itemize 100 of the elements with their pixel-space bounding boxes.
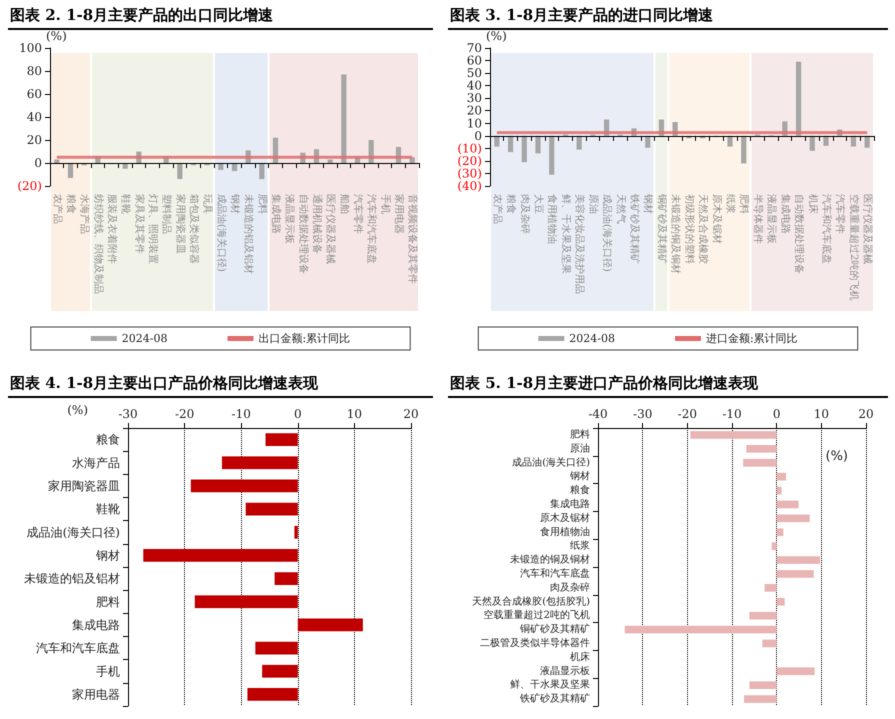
x-tick-label: 天然气 [614, 194, 627, 224]
y-tick-label: 肉及杂碎 [550, 581, 590, 594]
chart-title: 图表 5. 1-8月主要进口产品价格同比增速表现 [448, 372, 888, 398]
y-tick-label: 粮食 [96, 432, 120, 447]
legend-label: 进口金额:累计同比 [706, 332, 798, 345]
x-tick-label: 集成电路 [779, 194, 792, 234]
x-tick-label: 箱包及类似容器 [188, 194, 200, 264]
x-tick-label: 未锻造的铜及铜材 [670, 194, 682, 274]
y-tick-label: 未锻造的铝及铝材 [24, 572, 120, 586]
y-tick-label: 20 [26, 133, 42, 147]
x-tick-label: 农产品 [51, 194, 64, 224]
x-tick-label: 船舶 [338, 194, 350, 214]
y-tick-label: 纸浆 [570, 540, 590, 552]
x-tick-label: 20 [403, 407, 419, 421]
x-tick-label: 家具及其零件 [133, 194, 146, 254]
y-tick-label: 机床 [570, 650, 590, 663]
x-tick-label: -40 [588, 407, 608, 421]
y-tick-label: 肥料 [96, 594, 120, 609]
y-tick-label: 80 [26, 64, 42, 78]
y-tick-label: 20 [466, 104, 482, 118]
y-tick-label: (40) [457, 179, 482, 193]
y-tick-label: 成品油(海关口径) [26, 525, 120, 540]
x-tick-label: 20 [858, 407, 874, 421]
y-tick-label: 食用植物油 [540, 526, 590, 538]
x-tick-label: 自动数据处理设备 [793, 194, 806, 274]
x-tick-label: 0 [772, 407, 780, 421]
x-tick-label: 医疗仪器及器械 [324, 194, 337, 264]
x-tick-label: 自动数据处理设备 [297, 194, 310, 274]
y-tick-label: 70 [466, 41, 482, 55]
x-tick-label: -30 [633, 407, 652, 421]
x-tick-label: 纸浆 [724, 194, 736, 214]
x-tick-label: 液晶显示板 [284, 194, 296, 244]
y-tick-label: 0 [474, 128, 482, 143]
y-tick-label: 30 [466, 91, 482, 106]
x-tick-label: 农产品 [491, 194, 504, 224]
x-tick-label: 家用陶瓷器皿 [174, 194, 186, 254]
y-tick-label: 成品油(海关口径) [512, 456, 590, 468]
x-tick-label: 灯具、照明装置 [147, 194, 159, 264]
y-tick-label: 汽车和汽车底盘 [520, 567, 590, 580]
y-tick-label: (20) [457, 154, 482, 168]
y-tick-label: 10 [466, 116, 482, 130]
y-tick-label: 空载重量超过2吨的飞机 [484, 609, 590, 622]
x-tick-label: -10 [722, 407, 742, 421]
y-tick-label: 集成电路 [72, 618, 120, 632]
x-tick-label: 成品油(海关口径) [215, 194, 228, 272]
y-tick-label: 集成电路 [550, 498, 590, 510]
legend-label: 出口金额:累计同比 [258, 332, 350, 345]
chart-title: 图表 3. 1-8月主要产品的进口同比增速 [448, 4, 888, 30]
legend-label: 2024-08 [569, 332, 616, 345]
x-tick-label: 纺织纱线、织物及制品 [92, 194, 104, 294]
y-tick-label: 0 [34, 156, 42, 170]
y-tick-label: (20) [17, 179, 42, 193]
legend-label: 2024-08 [122, 332, 168, 345]
x-tick-label: 汽车和汽车底盘 [366, 194, 378, 264]
x-tick-label: 汽车零件 [352, 194, 364, 234]
x-tick-label: 天然及合成橡胶 [697, 194, 710, 264]
x-tick-label: -10 [232, 407, 251, 421]
x-tick-label: 医疗仪器及器械 [862, 194, 874, 264]
y-tick-label: 未锻造的铜及铜材 [510, 554, 590, 566]
x-tick-label: 大豆 [532, 194, 544, 214]
x-tick-label: 铁矿砂及其精矿 [628, 193, 640, 264]
x-tick-label: 10 [346, 407, 362, 421]
x-tick-label: 钢材 [229, 193, 241, 214]
y-tick-label: (30) [457, 166, 482, 180]
y-axis-title: (%) [486, 29, 507, 44]
chart-title: 图表 2. 1-8月主要产品的出口同比增速 [8, 4, 433, 30]
x-tick-label: 液晶显示板 [766, 194, 778, 244]
y-tick-label: 液晶显示板 [540, 664, 590, 677]
y-tick-label: 家用陶瓷器皿 [48, 478, 120, 493]
x-tick-label: 10 [814, 407, 829, 421]
y-tick-label: 60 [466, 54, 482, 68]
y-tick-label: 钢材 [569, 470, 590, 482]
y-tick-label: 家用电器 [72, 687, 120, 702]
y-tick-label: 铁矿砂及其精矿 [519, 692, 590, 705]
y-tick-label: 肥料 [570, 428, 590, 440]
x-tick-label: 塑料制品 [160, 194, 173, 234]
x-tick-label: 初级形状的塑料 [683, 194, 696, 264]
x-tick-label: 手机 [379, 194, 392, 214]
y-tick-label: 60 [26, 87, 42, 101]
x-tick-label: 美容化妆品及洗护用品 [574, 194, 586, 294]
y-tick-label: 手机 [96, 664, 120, 678]
y-tick-label: 鞋靴 [96, 502, 120, 516]
x-tick-label: 通用机械设备 [311, 194, 323, 254]
x-tick-label: 0 [294, 407, 302, 421]
y-tick-label: 鲜、干水果及坚果 [510, 678, 590, 691]
y-tick-label: 40 [26, 110, 42, 124]
y-axis-title: (%) [46, 29, 67, 44]
chart-title: 图表 4. 1-8月主要出口产品价格同比增速表现 [8, 372, 433, 398]
x-tick-label: 肥料 [738, 194, 750, 214]
y-tick-label: 水海产品 [72, 456, 120, 470]
y-tick-label: 天然及合成橡胶(包括胶乳) [472, 595, 590, 608]
x-tick-label: 汽车零件 [834, 194, 846, 234]
x-tick-label: 空载重量超过2吨的飞机 [848, 194, 860, 300]
x-tick-label: 铜矿砂及其精矿 [656, 193, 668, 264]
x-tick-label: 机床 [806, 194, 819, 214]
y-tick-label: 50 [466, 66, 482, 80]
x-tick-label: -20 [678, 407, 697, 421]
x-tick-label: 汽车和汽车底盘 [820, 194, 832, 264]
y-tick-label: 原油 [570, 442, 590, 454]
y-tick-label: 钢材 [95, 548, 120, 562]
